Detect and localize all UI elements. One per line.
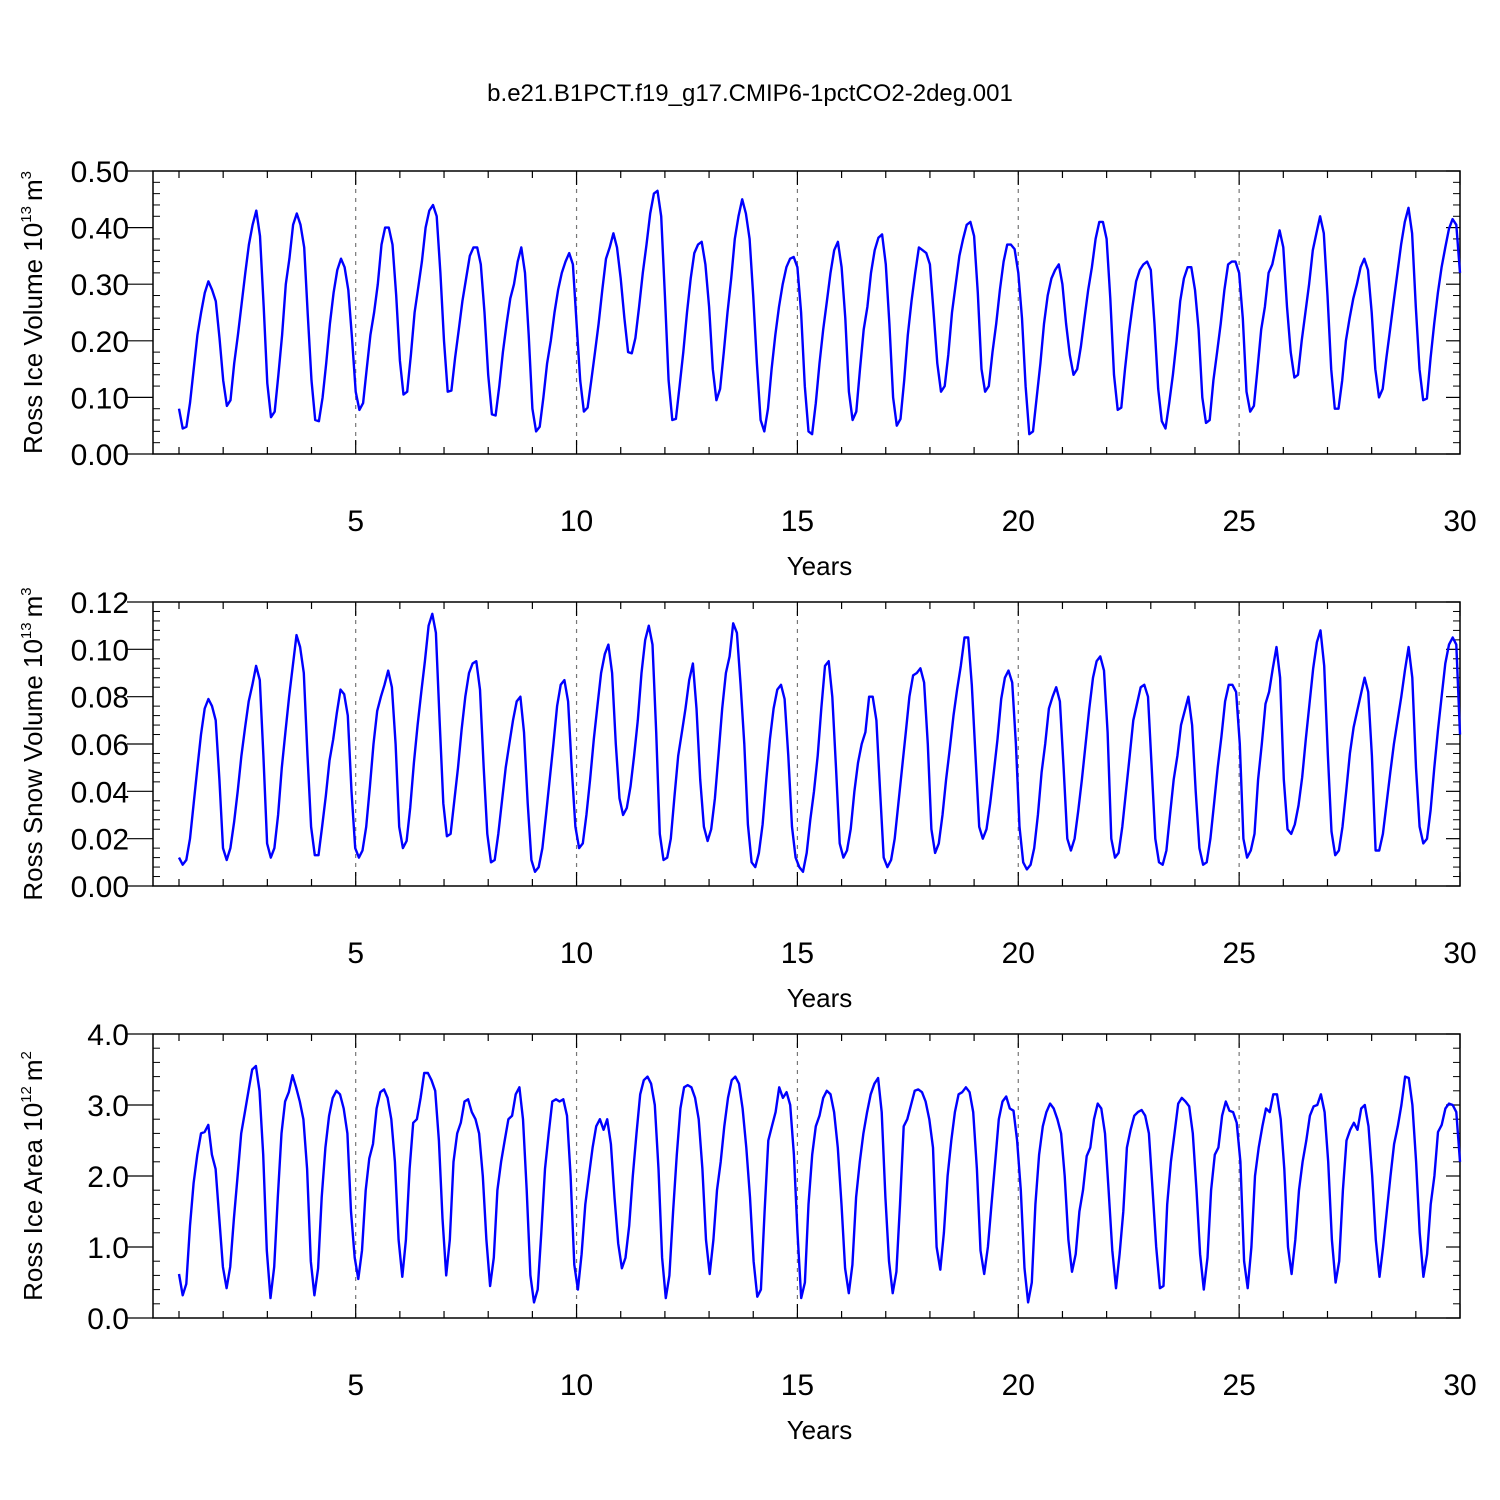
x-tick-label: 20 — [1002, 1369, 1035, 1402]
y-tick-label: 2.0 — [87, 1161, 129, 1194]
x-tick-label: 5 — [347, 1369, 364, 1402]
y-tick-label: 0.02 — [71, 824, 129, 857]
y-tick-label: 0.20 — [71, 326, 129, 359]
series-line — [177, 189, 1462, 436]
x-tick-label: 30 — [1443, 505, 1476, 538]
y-tick-label: 0.10 — [71, 634, 129, 667]
x-axis-title: Years — [787, 983, 853, 1013]
y-tick-label: 0.00 — [71, 871, 129, 904]
x-tick-label: 30 — [1443, 1369, 1476, 1402]
y-tick-label: 0.40 — [71, 213, 129, 246]
y-tick-label: 0.0 — [87, 1303, 129, 1336]
series-line — [177, 1064, 1462, 1304]
y-tick-label: 0.12 — [71, 587, 129, 620]
y-axis-title-text: Ross Ice Volume 10 — [18, 223, 48, 454]
x-tick-label: 25 — [1222, 1369, 1255, 1402]
x-tick-label: 25 — [1222, 937, 1255, 970]
series-line — [177, 612, 1462, 873]
y-axis-title: Ross Ice Area 1012 m2 — [18, 1051, 48, 1301]
y-tick-label: 0.10 — [71, 382, 129, 415]
y-axis-title: Ross Snow Volume 1013 m3 — [18, 587, 48, 900]
y-axis-title-exponent: 12 — [18, 1086, 35, 1103]
x-tick-label: 5 — [347, 937, 364, 970]
y-axis-title-unit: m — [18, 179, 48, 201]
x-axis-title: Years — [787, 1415, 853, 1445]
x-tick-label: 10 — [560, 937, 593, 970]
y-tick-label: 0.06 — [71, 729, 129, 762]
y-tick-label: 0.04 — [71, 776, 129, 809]
x-tick-label: 20 — [1002, 505, 1035, 538]
x-tick-label: 25 — [1222, 505, 1255, 538]
y-tick-label: 1.0 — [87, 1232, 129, 1265]
x-tick-label: 30 — [1443, 937, 1476, 970]
y-axis-title-unit: m — [18, 596, 48, 618]
y-tick-label: 3.0 — [87, 1090, 129, 1123]
y-tick-label: 0.50 — [71, 156, 129, 189]
y-axis-title-unit-exponent: 3 — [18, 587, 35, 595]
x-tick-label: 15 — [781, 1369, 814, 1402]
x-tick-label: 5 — [347, 505, 364, 538]
y-axis-title-text: Ross Snow Volume 10 — [18, 639, 48, 901]
y-tick-label: 0.30 — [71, 269, 129, 302]
y-axis-title: Ross Ice Volume 1013 m3 — [18, 171, 48, 454]
y-axis-title-text: Ross Ice Area 10 — [18, 1103, 48, 1301]
x-tick-label: 10 — [560, 505, 593, 538]
y-axis-title-exponent: 13 — [18, 622, 35, 639]
panel-ross-ice-area: 5 10 15 20 25 30 0.0 1.0 2.0 3.0 4.0 Years Ross Ice … — [18, 1019, 1477, 1445]
y-axis-title-unit-exponent: 2 — [18, 1051, 35, 1059]
x-tick-label: 20 — [1002, 937, 1035, 970]
y-tick-label: 4.0 — [87, 1019, 129, 1052]
y-tick-label: 0.08 — [71, 682, 129, 715]
y-axis-title-exponent: 13 — [18, 206, 35, 223]
figure-title: b.e21.B1PCT.f19_g17.CMIP6-1pctCO2-2deg.0… — [487, 80, 1013, 107]
plot-frame — [152, 170, 1461, 455]
x-tick-label: 10 — [560, 1369, 593, 1402]
y-tick-label: 0.00 — [71, 439, 129, 472]
x-tick-label: 15 — [781, 937, 814, 970]
y-axis-title-unit-exponent: 3 — [18, 171, 35, 179]
x-tick-label: 15 — [781, 505, 814, 538]
panel-ross-ice-volume: 5 10 15 20 25 30 0.00 0.10 0.20 0.30 0.40 0.50 Years… — [18, 156, 1477, 581]
y-axis-title-unit: m — [18, 1059, 48, 1081]
panel-ross-snow-volume: 5 10 15 20 25 30 0.00 0.02 0.04 0.06 0.08 0.10 0.12 Y… — [18, 587, 1477, 1013]
x-axis-title: Years — [787, 551, 853, 581]
